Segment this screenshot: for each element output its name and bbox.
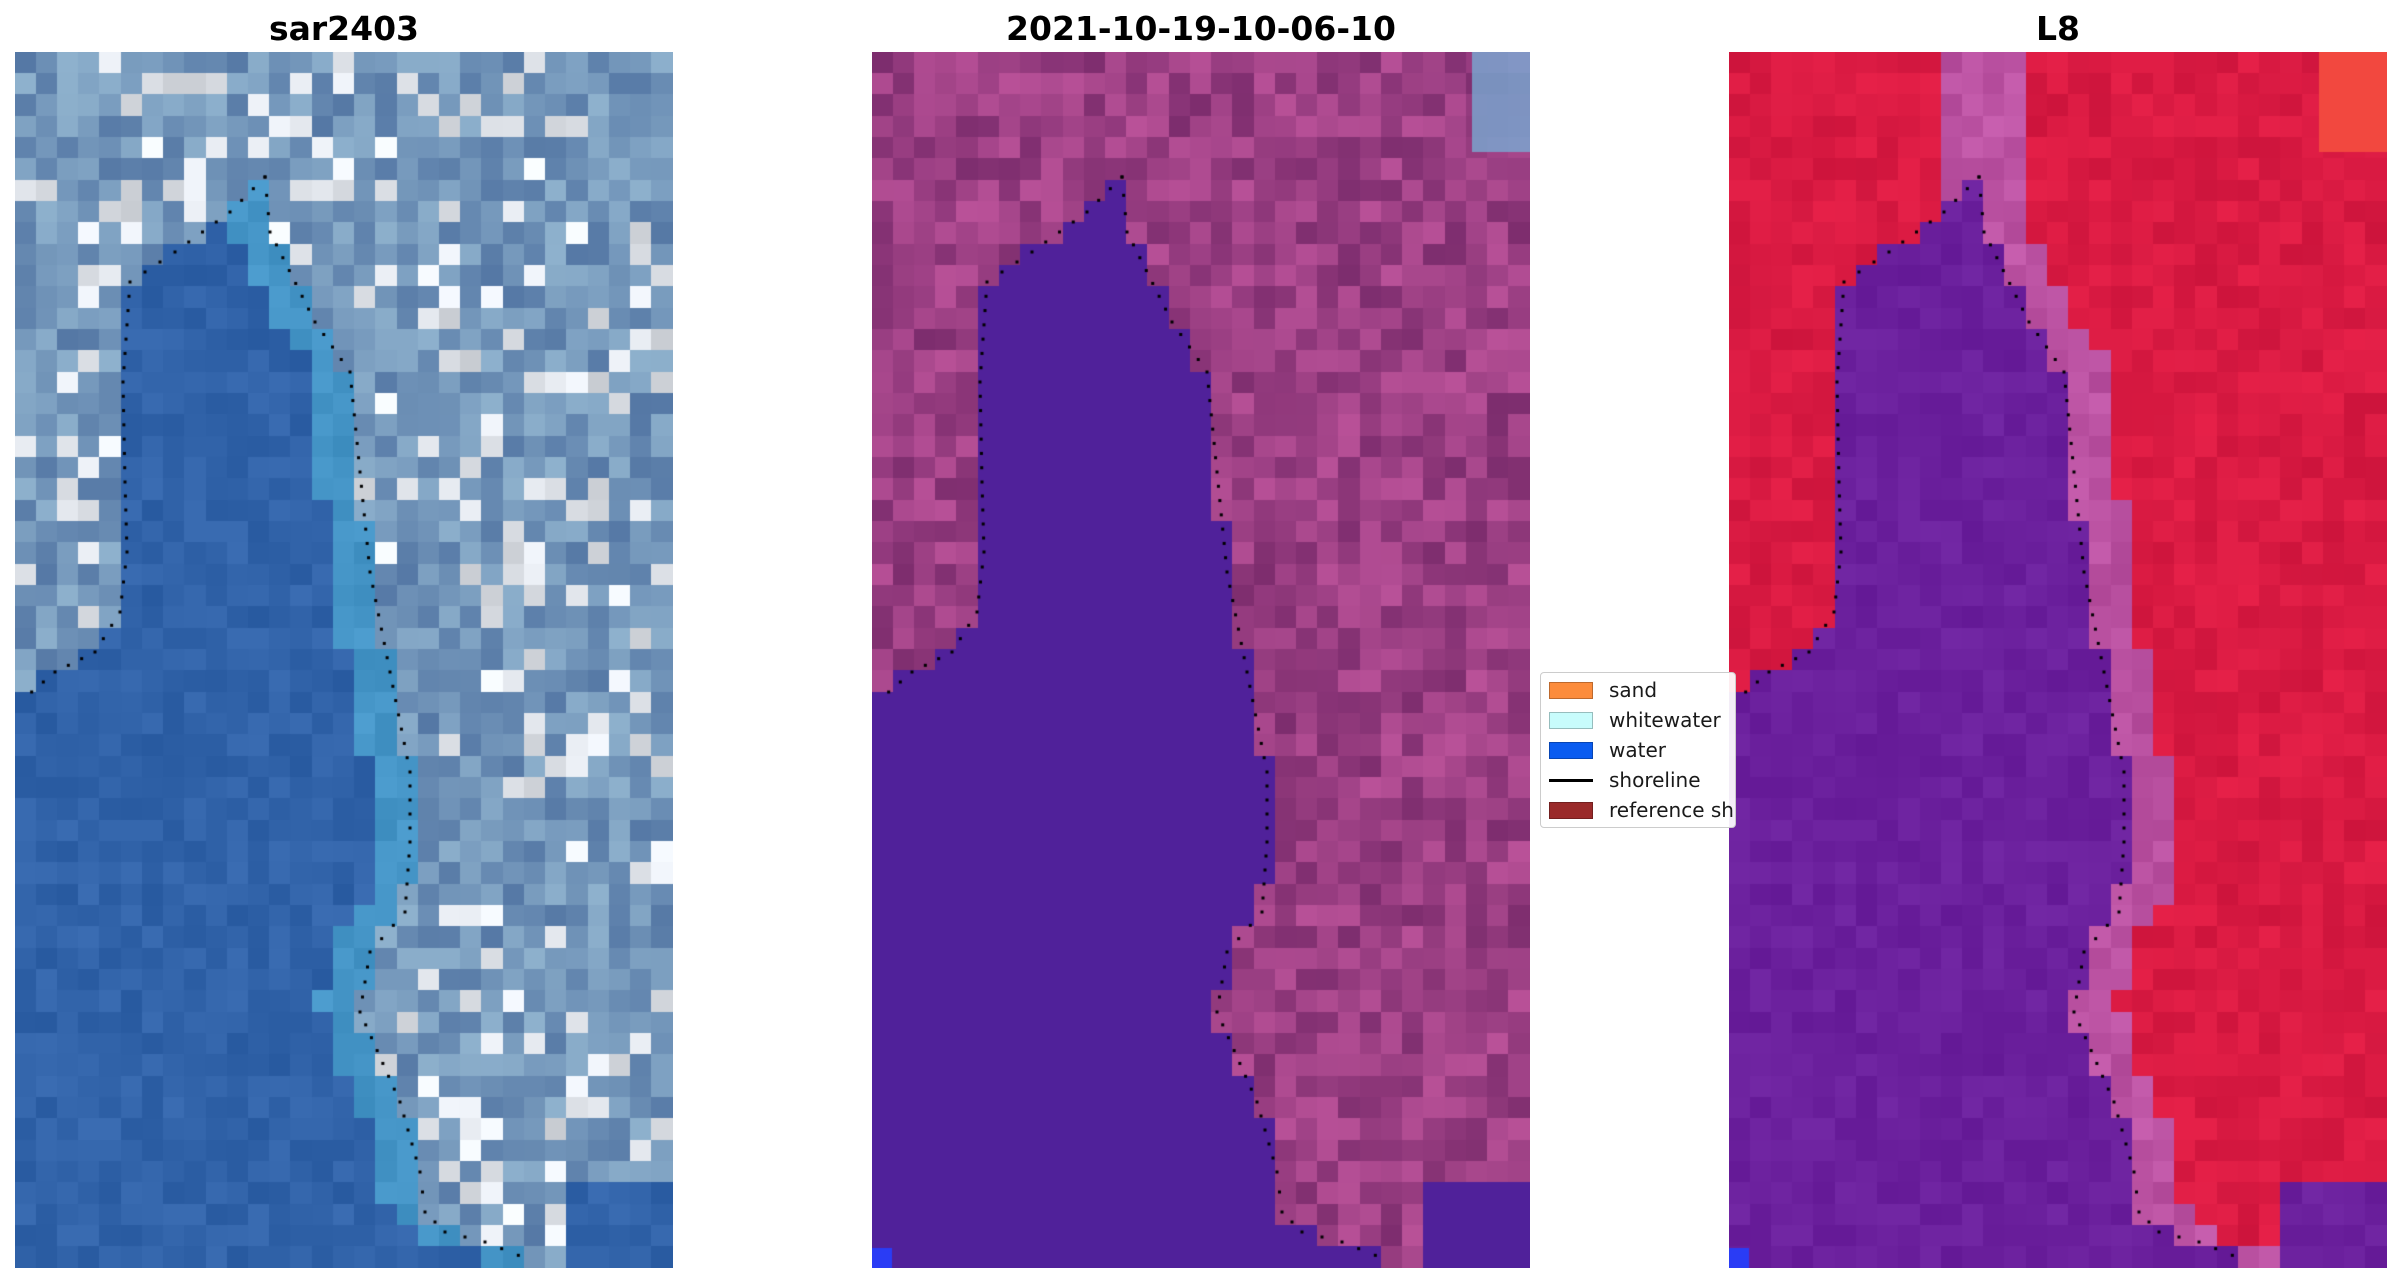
legend-label: shoreline (1609, 768, 1701, 792)
whitewater-swatch (1549, 711, 1593, 729)
rgb-image-canvas (15, 52, 673, 1268)
legend-label: reference shoreline (1609, 798, 1735, 822)
legend-item-whitewater: whitewater (1549, 706, 1721, 734)
panel-title-index: L8 (2036, 9, 2080, 48)
index-image (1729, 52, 2387, 1268)
legend-item-shoreline: shoreline (1549, 766, 1701, 794)
sand-swatch (1549, 681, 1593, 699)
water-swatch (1549, 741, 1593, 759)
legend-item-reference-shoreline: reference shoreline (1549, 796, 1735, 824)
legend-item-sand: sand (1549, 676, 1657, 704)
index-image-canvas (1729, 52, 2387, 1268)
classified-image (872, 52, 1530, 1268)
classified-image-canvas (872, 52, 1530, 1268)
legend: sand whitewater water shoreline referenc… (1540, 672, 1736, 828)
panel-title-rgb: sar2403 (268, 9, 420, 48)
reference-shoreline-swatch (1549, 801, 1593, 819)
legend-label: sand (1609, 678, 1658, 702)
rgb-satellite-image (15, 52, 673, 1268)
panel-title-classified: 2021-10-19-10-06-10 (1006, 9, 1396, 48)
legend-item-water: water (1549, 736, 1666, 764)
legend-label: water (1609, 738, 1666, 762)
shoreline-line-swatch (1549, 778, 1593, 782)
legend-label: whitewater (1609, 708, 1721, 732)
